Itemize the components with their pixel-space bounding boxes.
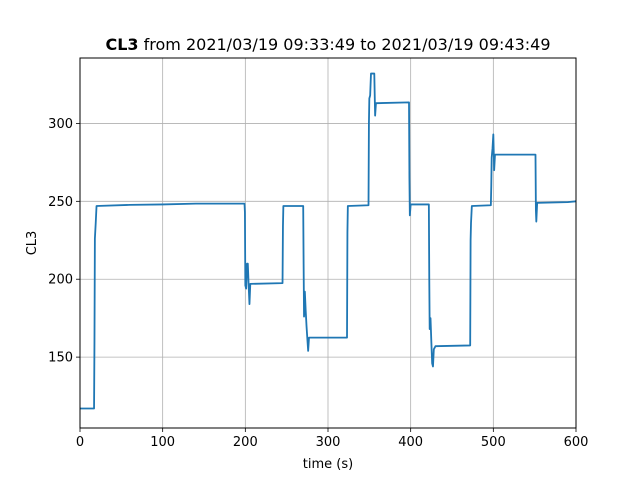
- x-tick-label: 200: [233, 435, 258, 450]
- x-tick-label: 300: [316, 435, 341, 450]
- y-axis-label: CL3: [25, 231, 40, 256]
- x-tick-label: 600: [564, 435, 589, 450]
- x-tick-label: 400: [398, 435, 423, 450]
- x-tick-label: 0: [76, 435, 84, 450]
- x-tick-label: 100: [150, 435, 175, 450]
- series-layer: [80, 72, 577, 410]
- y-tick-label: 300: [48, 117, 73, 132]
- y-tick-label: 150: [48, 351, 73, 366]
- y-tick-label: 200: [48, 273, 73, 288]
- y-tick-label: 250: [48, 195, 73, 210]
- x-axis-label: time (s): [303, 457, 353, 472]
- chart-title-rest: from 2021/03/19 09:33:49 to 2021/03/19 0…: [139, 35, 551, 54]
- chart-title: CL3 from 2021/03/19 09:33:49 to 2021/03/…: [105, 35, 550, 54]
- x-tick-label: 500: [481, 435, 506, 450]
- ticks: 0 100 200 300 400 500 600 150 200 250 300: [48, 117, 588, 450]
- series-line: [80, 72, 577, 410]
- chart-title-bold: CL3: [105, 35, 138, 54]
